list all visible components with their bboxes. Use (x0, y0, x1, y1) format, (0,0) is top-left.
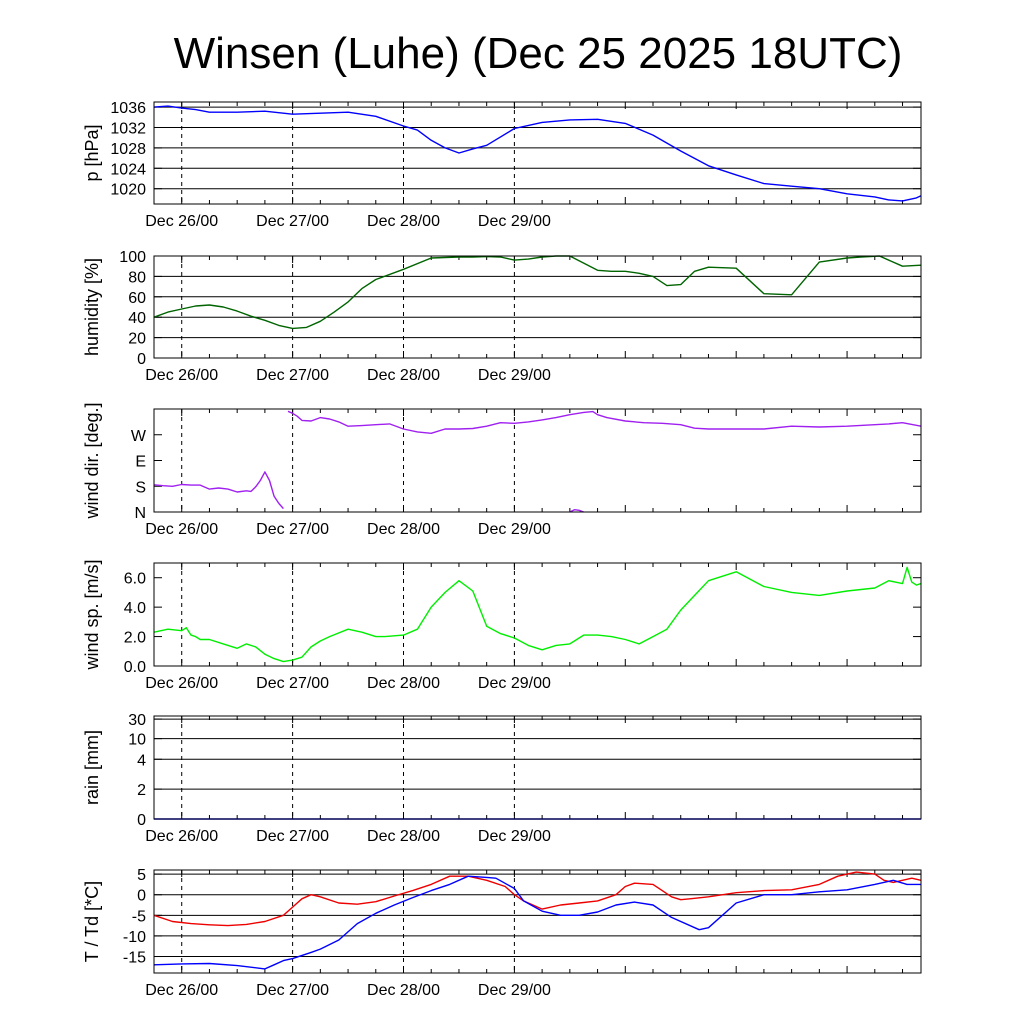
y-tick-label: 10 (128, 732, 146, 749)
plot-frame (153, 562, 922, 667)
y-tick-label: S (135, 479, 146, 496)
y-tick-label: 4 (137, 752, 146, 769)
x-tick-label: Dec 29/00 (478, 675, 551, 692)
panel-6: -15 -10 -5 0 5 T / Td [*C] Dec 26/00 Dec 27/00 D… (82, 867, 922, 999)
x-tick-label: Dec 27/00 (256, 982, 329, 999)
x-tick-label: Dec 27/00 (256, 828, 329, 845)
x-tick-label: Dec 27/00 (256, 367, 329, 384)
y-tick-label: 6.0 (124, 571, 146, 588)
plot-frame (153, 869, 922, 974)
x-tick-label: Dec 26/00 (145, 982, 218, 999)
chart-title: Winsen (Luhe) (Dec 25 2025 18UTC) (174, 29, 903, 78)
x-tick-label: Dec 28/00 (367, 521, 440, 538)
plot-frame (153, 715, 922, 820)
series-line (153, 471, 284, 510)
y-axis-label: p [hPa] (82, 124, 102, 181)
y-axis-label: rain [mm] (82, 730, 102, 805)
x-tick-label: Dec 26/00 (145, 213, 218, 230)
series-line (153, 875, 921, 970)
y-tick-label: 100 (119, 249, 146, 266)
x-tick-label: Dec 28/00 (367, 982, 440, 999)
plot-frame (153, 255, 922, 359)
y-tick-label: 0 (137, 812, 146, 829)
x-tick-label: Dec 27/00 (256, 213, 329, 230)
y-tick-label: 1024 (110, 161, 146, 178)
x-tick-label: Dec 26/00 (145, 367, 218, 384)
y-axis-label: T / Td [*C] (82, 881, 102, 962)
y-tick-label: 4.0 (124, 600, 146, 617)
y-axis-label: wind dir. [deg.] (82, 402, 102, 519)
plot-frame (153, 408, 922, 513)
x-tick-label: Dec 29/00 (478, 367, 551, 384)
panel-1: 1020 1024 1028 1032 1036 p [hPa] Dec 26/00 Dec … (82, 100, 922, 230)
y-tick-label: 30 (128, 712, 146, 729)
x-tick-label: Dec 27/00 (256, 675, 329, 692)
y-tick-label: E (135, 454, 146, 471)
y-tick-label: 0 (137, 351, 146, 368)
x-tick-label: Dec 26/00 (145, 675, 218, 692)
plot-frame (153, 101, 922, 205)
y-tick-label: 80 (128, 269, 146, 286)
y-tick-label: 1036 (110, 100, 146, 117)
series-line (153, 566, 922, 663)
y-axis-label: wind sp. [m/s] (82, 559, 102, 670)
y-tick-label: 1020 (110, 182, 146, 199)
x-tick-label: Dec 29/00 (478, 982, 551, 999)
series-line (287, 410, 922, 434)
x-tick-label: Dec 28/00 (367, 213, 440, 230)
panel-2: 0 20 40 60 80 100 humidity [%] Dec 26/00 Dec 27/… (82, 249, 922, 384)
x-tick-label: Dec 29/00 (478, 828, 551, 845)
x-tick-label: Dec 26/00 (145, 521, 218, 538)
y-tick-label: -5 (132, 908, 146, 925)
y-tick-label: 2 (137, 782, 146, 799)
x-tick-label: Dec 29/00 (478, 213, 551, 230)
y-tick-label: 0 (137, 888, 146, 905)
series-line (153, 105, 922, 202)
y-tick-label: 1032 (110, 121, 146, 138)
y-tick-label: 5 (137, 867, 146, 884)
series-line (153, 871, 922, 927)
y-axis-label: humidity [%] (82, 258, 102, 356)
panel-5: 0 2 4 10 30 rain [mm] Dec 26/00 Dec 27/00 Dec 28… (82, 712, 922, 845)
series-line (153, 255, 922, 330)
y-tick-label: -10 (123, 929, 146, 946)
y-tick-label: 2.0 (124, 630, 146, 647)
y-tick-label: 60 (128, 290, 146, 307)
x-tick-label: Dec 27/00 (256, 521, 329, 538)
x-tick-label: Dec 26/00 (145, 828, 218, 845)
x-tick-label: Dec 29/00 (478, 521, 551, 538)
y-tick-label: 20 (128, 331, 146, 348)
series-line (569, 509, 584, 513)
x-tick-label: Dec 28/00 (367, 675, 440, 692)
x-tick-label: Dec 28/00 (367, 367, 440, 384)
x-tick-label: Dec 28/00 (367, 828, 440, 845)
y-tick-label: N (134, 505, 146, 522)
panel-4: 0.0 2.0 4.0 6.0 wind sp. [m/s] Dec 26/00 Dec 2… (82, 559, 922, 692)
y-tick-label: -15 (123, 950, 146, 967)
y-tick-label: 1028 (110, 141, 146, 158)
y-tick-label: 40 (128, 310, 146, 327)
y-tick-label: 0.0 (124, 659, 146, 676)
y-tick-label: W (131, 428, 147, 445)
